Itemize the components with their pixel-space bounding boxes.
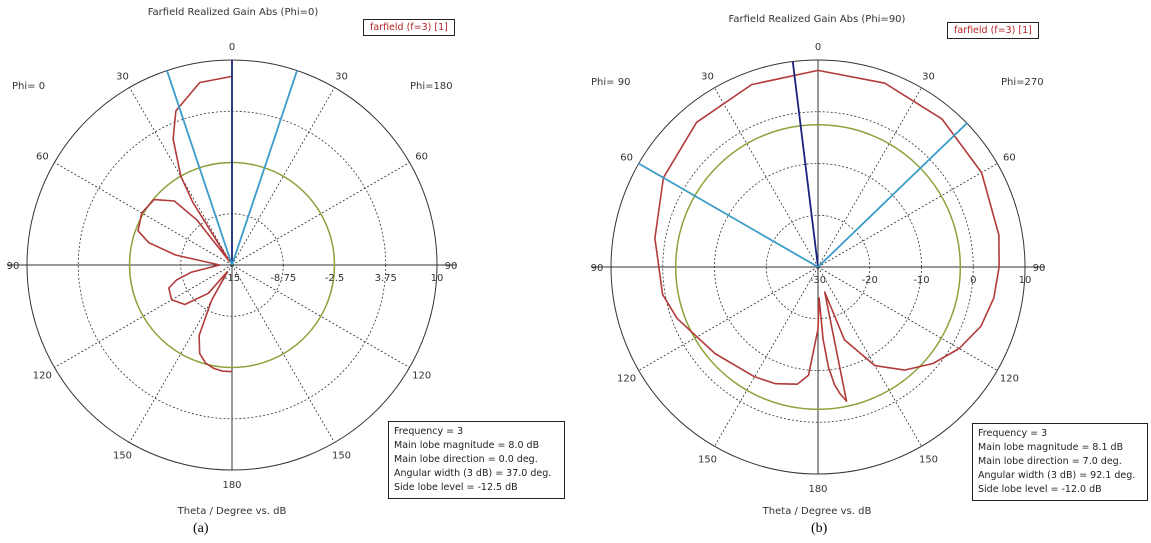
theta-tick-label: 150 [919,454,938,465]
theta-tick-label: 0 [815,42,821,53]
radial-tick-label: -2.5 [325,273,345,284]
radial-tick-label: -10 [913,275,929,286]
chart-title: Farfield Realized Gain Abs (Phi=90) [729,14,906,25]
beamwidth-line [231,70,298,266]
phi-right-label: Phi=270 [1001,77,1044,88]
theta-tick-label: 60 [620,153,633,164]
theta-tick-label: 30 [116,71,129,82]
polar-chart-b-svg: Farfield Realized Gain Abs (Phi=90) Thet… [591,14,1046,517]
grid-spoke [714,87,819,268]
x-axis-label: Theta / Degree vs. dB [177,506,287,517]
side-lobe-level: Side lobe level = -12.0 dB [978,484,1102,495]
grid-spoke [817,87,922,268]
angular-width: Angular width (3 dB) = 37.0 deg. [394,468,552,479]
reference-circle [674,123,962,411]
x-axis-label: Theta / Degree vs. dB [762,506,872,517]
frequency-text: Frequency = 3 [394,426,464,437]
main-lobe-direction: Main lobe direction = 7.0 deg. [978,456,1122,467]
radial-tick-label: -30 [810,275,826,286]
legend: farfield (f=3) [1] [947,22,1039,39]
radial-tick-label: -15 [224,273,240,284]
radial-tick-label: 10 [431,273,444,284]
theta-tick-label: 150 [698,454,717,465]
theta-tick-label: 30 [335,71,348,82]
grid-spoke [817,266,998,371]
theta-tick-label: 150 [113,451,132,462]
gain-curve [654,69,1000,402]
beamwidth-line [817,122,968,268]
theta-tick-label: 30 [922,72,935,83]
theta-tick-label: 90 [591,263,604,274]
plot-area [7,59,457,471]
theta-tick-label: 150 [332,451,351,462]
radial-tick-label: -20 [862,275,878,286]
theta-tick-label: 90 [7,261,20,272]
phi-right-label: Phi=180 [410,81,453,92]
beamwidth-line [638,162,819,268]
theta-tick-label: 30 [701,72,714,83]
radial-tick-label: -8.75 [270,273,296,284]
phi-left-label: Phi= 90 [591,77,630,88]
polar-plot-b: Farfield Realized Gain Abs (Phi=90) Thet… [576,0,1151,543]
theta-tick-label: 120 [33,371,52,382]
theta-tick-label: 90 [1033,263,1046,274]
theta-tick-label: 90 [445,261,458,272]
frequency-text: Frequency = 3 [978,428,1048,439]
info-box: Frequency = 3 Main lobe magnitude = 8.0 … [388,421,565,499]
grid-spoke [817,266,922,447]
theta-tick-label: 60 [1003,153,1016,164]
grid-spoke [817,163,998,268]
info-box: Frequency = 3 Main lobe magnitude = 8.1 … [972,423,1148,501]
main-lobe-line [791,61,819,268]
polar-chart-a-svg: Farfield Realized Gain Abs (Phi=0) Theta… [7,7,458,517]
grid-spoke [714,266,819,447]
theta-tick-label: 120 [617,374,636,385]
radial-tick-label: 3.75 [375,273,397,284]
main-lobe-direction: Main lobe direction = 0.0 deg. [394,454,538,465]
side-lobe-level: Side lobe level = -12.5 dB [394,482,518,493]
main-lobe-magnitude: Main lobe magnitude = 8.0 dB [394,440,540,451]
grid-spoke [638,266,819,371]
gain-curve [137,75,233,373]
theta-tick-label: 0 [229,42,235,53]
theta-tick-label: 120 [1000,374,1019,385]
caption: (b) [811,521,828,536]
plot-area [591,59,1045,475]
legend: farfield (f=3) [1] [363,19,455,36]
angular-width: Angular width (3 dB) = 92.1 deg. [978,470,1136,481]
caption: (a) [193,521,209,536]
radial-tick-label: 0 [970,275,976,286]
chart-title: Farfield Realized Gain Abs (Phi=0) [148,7,319,18]
polar-plot-a: Farfield Realized Gain Abs (Phi=0) Theta… [0,0,575,543]
phi-left-label: Phi= 0 [12,81,45,92]
theta-tick-label: 180 [222,480,241,491]
theta-tick-label: 60 [36,152,49,163]
theta-tick-label: 180 [808,484,827,495]
theta-tick-label: 120 [412,371,431,382]
radial-tick-label: 10 [1019,275,1032,286]
theta-tick-label: 60 [415,152,428,163]
main-lobe-magnitude: Main lobe magnitude = 8.1 dB [978,442,1124,453]
beamwidth-line [166,70,233,266]
